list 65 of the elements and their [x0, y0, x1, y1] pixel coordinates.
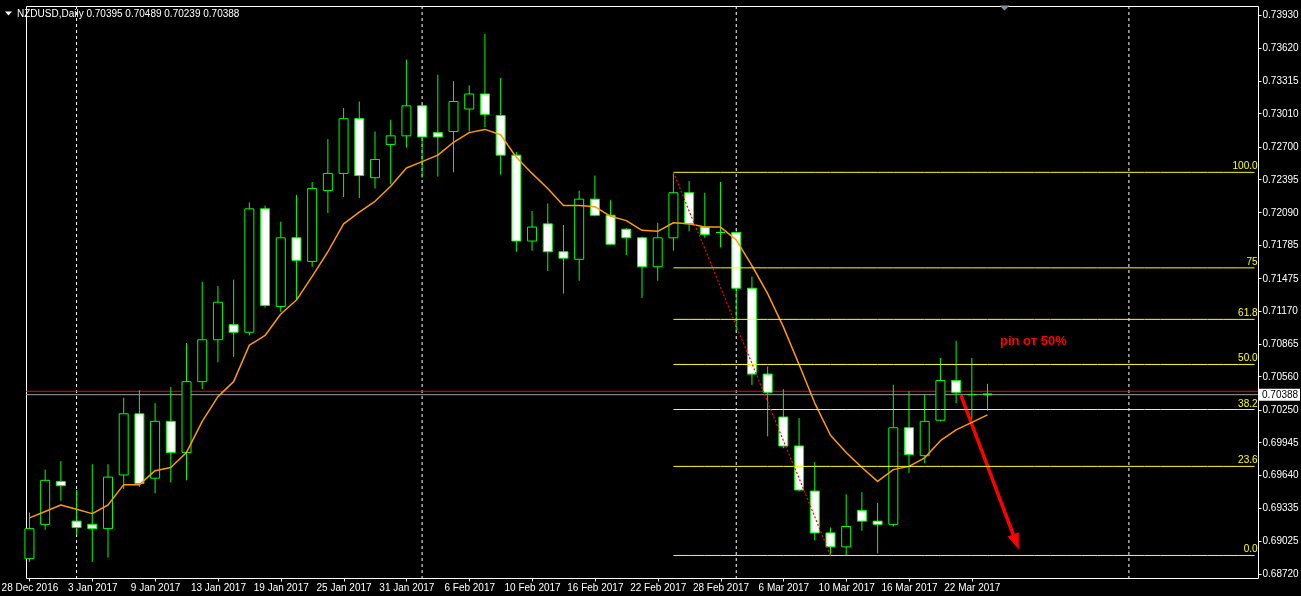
y-tick-label: 0.72090: [1262, 206, 1300, 218]
candlestick: [369, 131, 380, 189]
y-tick-label: 0.73010: [1262, 107, 1300, 119]
annotation: pin от 50%: [1000, 333, 1068, 348]
y-tick-label: 0.71785: [1262, 239, 1300, 251]
y-tick-label: 0.73315: [1262, 75, 1300, 87]
x-tick-label: 19 Jan 2017: [253, 581, 310, 593]
line-series: [28, 128, 989, 519]
series-label: 38.2: [1238, 397, 1258, 409]
x-tick-label: 16 Mar 2017: [881, 581, 939, 593]
series-label: 0.0: [1243, 543, 1258, 555]
x-tick-label: 6 Mar 2017: [758, 581, 810, 593]
x-tick-label: 9 Jan 2017: [130, 581, 181, 593]
x-tick-label: 10 Feb 2017: [504, 581, 562, 593]
candlestick: [87, 463, 98, 563]
x-tick-label: 28 Feb 2017: [692, 581, 750, 593]
y-tick-label: 0.68720: [1262, 568, 1300, 580]
candlestick: [841, 493, 852, 556]
ref-line-label: 0.70388: [1262, 388, 1299, 400]
x-tick-label: 31 Jan 2017: [379, 581, 435, 593]
x-tick-label: 22 Mar 2017: [944, 581, 1001, 593]
x-tick-label: 3 Jan 2017: [68, 581, 118, 593]
candlestick: [432, 74, 443, 178]
candlestick: [589, 175, 600, 217]
candlestick: [872, 502, 883, 554]
candlestick: [527, 210, 538, 252]
y-tick-label: 0.73930: [1262, 9, 1300, 21]
y-tick-label: 0.71170: [1262, 305, 1299, 317]
y-tick-label: 0.71475: [1262, 272, 1300, 284]
y-tick-label: 0.70865: [1262, 338, 1300, 350]
candlestick: [55, 460, 66, 502]
candlestick: [558, 224, 569, 295]
candlestick: [982, 383, 993, 412]
y-tick-label: 0.69640: [1262, 469, 1300, 481]
series-label: 23.6: [1238, 454, 1258, 466]
x-tick-label: 22 Feb 2017: [630, 581, 687, 593]
y-tick-label: 0.69945: [1262, 436, 1300, 448]
series-label: 61.8: [1238, 307, 1258, 319]
candlestick: [479, 33, 490, 128]
candlestick: [385, 119, 396, 185]
candlestick: [464, 84, 475, 133]
series-label: 50.0: [1238, 352, 1258, 364]
candlestick: [951, 340, 962, 404]
candlestick: [228, 279, 239, 358]
y-tick-label: 0.70250: [1262, 404, 1300, 416]
y-tick-label: 0.72395: [1262, 173, 1300, 185]
candlestick: [291, 194, 302, 301]
x-tick-label: 13 Jan 2017: [190, 581, 247, 593]
candlestick: [762, 366, 773, 437]
candlestick: [825, 527, 836, 556]
y-tick-label: 0.73620: [1262, 42, 1300, 54]
candlestick: [621, 227, 632, 256]
x-tick-label: 6 Feb 2017: [444, 581, 496, 593]
series-label: 100.0: [1232, 160, 1258, 172]
x-tick-label: 10 Mar 2017: [818, 581, 876, 593]
candlestick: [322, 138, 333, 214]
y-tick-label: 0.69025: [1262, 535, 1300, 547]
y-tick-label: 0.69335: [1262, 502, 1300, 514]
candlestick: [856, 491, 867, 532]
series-label: 75: [1246, 255, 1258, 267]
x-tick-label: 16 Feb 2017: [567, 581, 624, 593]
x-tick-label: 25 Jan 2017: [316, 581, 373, 593]
y-tick-label: 0.70560: [1262, 370, 1300, 382]
y-tick-label: 0.72700: [1262, 141, 1300, 153]
x-tick-label: 28 Dec 2016: [1, 581, 59, 593]
